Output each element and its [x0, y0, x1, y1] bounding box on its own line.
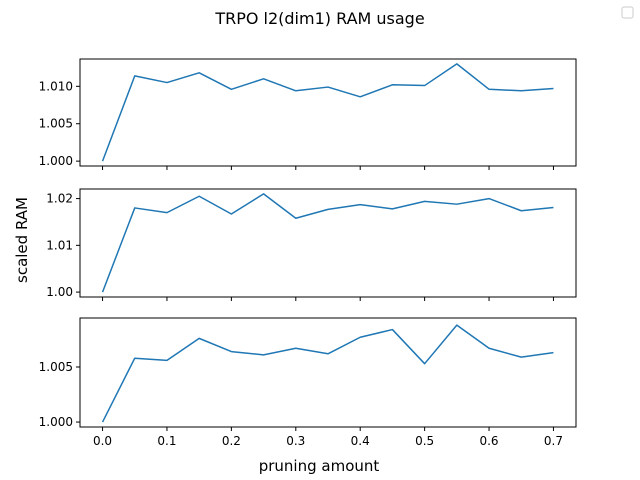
- axes-frame-3: [79, 317, 577, 428]
- chart-title: TRPO l2(dim1) RAM usage: [214, 9, 424, 28]
- x-tick-label: 0.6: [479, 434, 498, 448]
- x-tick-label: 0.5: [415, 434, 434, 448]
- x-axis-label: pruning amount: [259, 457, 380, 475]
- subplot-panels: 1.000 1.005 1.010 1.00 1.01 1.02 1.000 1.005 0.0…: [39, 58, 577, 448]
- x-tick-label: 0.1: [157, 434, 176, 448]
- subplot-2: 1.00 1.01 1.02: [46, 188, 577, 301]
- x-tick-label: 0.2: [222, 434, 241, 448]
- axes-frame-1: [79, 58, 577, 167]
- y-tick-label: 1.000: [39, 154, 73, 168]
- x-tick-label: 0.4: [351, 434, 370, 448]
- y-tick-label: 1.00: [46, 285, 73, 299]
- x-tick-label: 0.7: [544, 434, 563, 448]
- subplot-1: 1.000 1.005 1.010: [39, 58, 577, 170]
- series-line-2: [101, 193, 554, 293]
- y-tick-label: 1.005: [39, 360, 73, 374]
- y-tick-label: 1.005: [39, 117, 73, 131]
- series-line-3: [101, 324, 554, 423]
- legend-box: [621, 6, 634, 19]
- y-tick-label: 1.000: [39, 415, 73, 429]
- y-axis-label: scaled RAM: [13, 197, 31, 283]
- subplot-3: 1.000 1.005 0.0 0.1 0.2 0.3 0.4 0.5 0.6 0.7: [39, 317, 577, 448]
- y-tick-label: 1.010: [39, 79, 73, 93]
- x-tick-label: 0.0: [93, 434, 112, 448]
- x-tick-label: 0.3: [286, 434, 305, 448]
- axes-frame-2: [79, 188, 577, 298]
- series-line-1: [101, 63, 554, 162]
- y-tick-label: 1.02: [46, 192, 73, 206]
- y-tick-label: 1.01: [46, 238, 73, 252]
